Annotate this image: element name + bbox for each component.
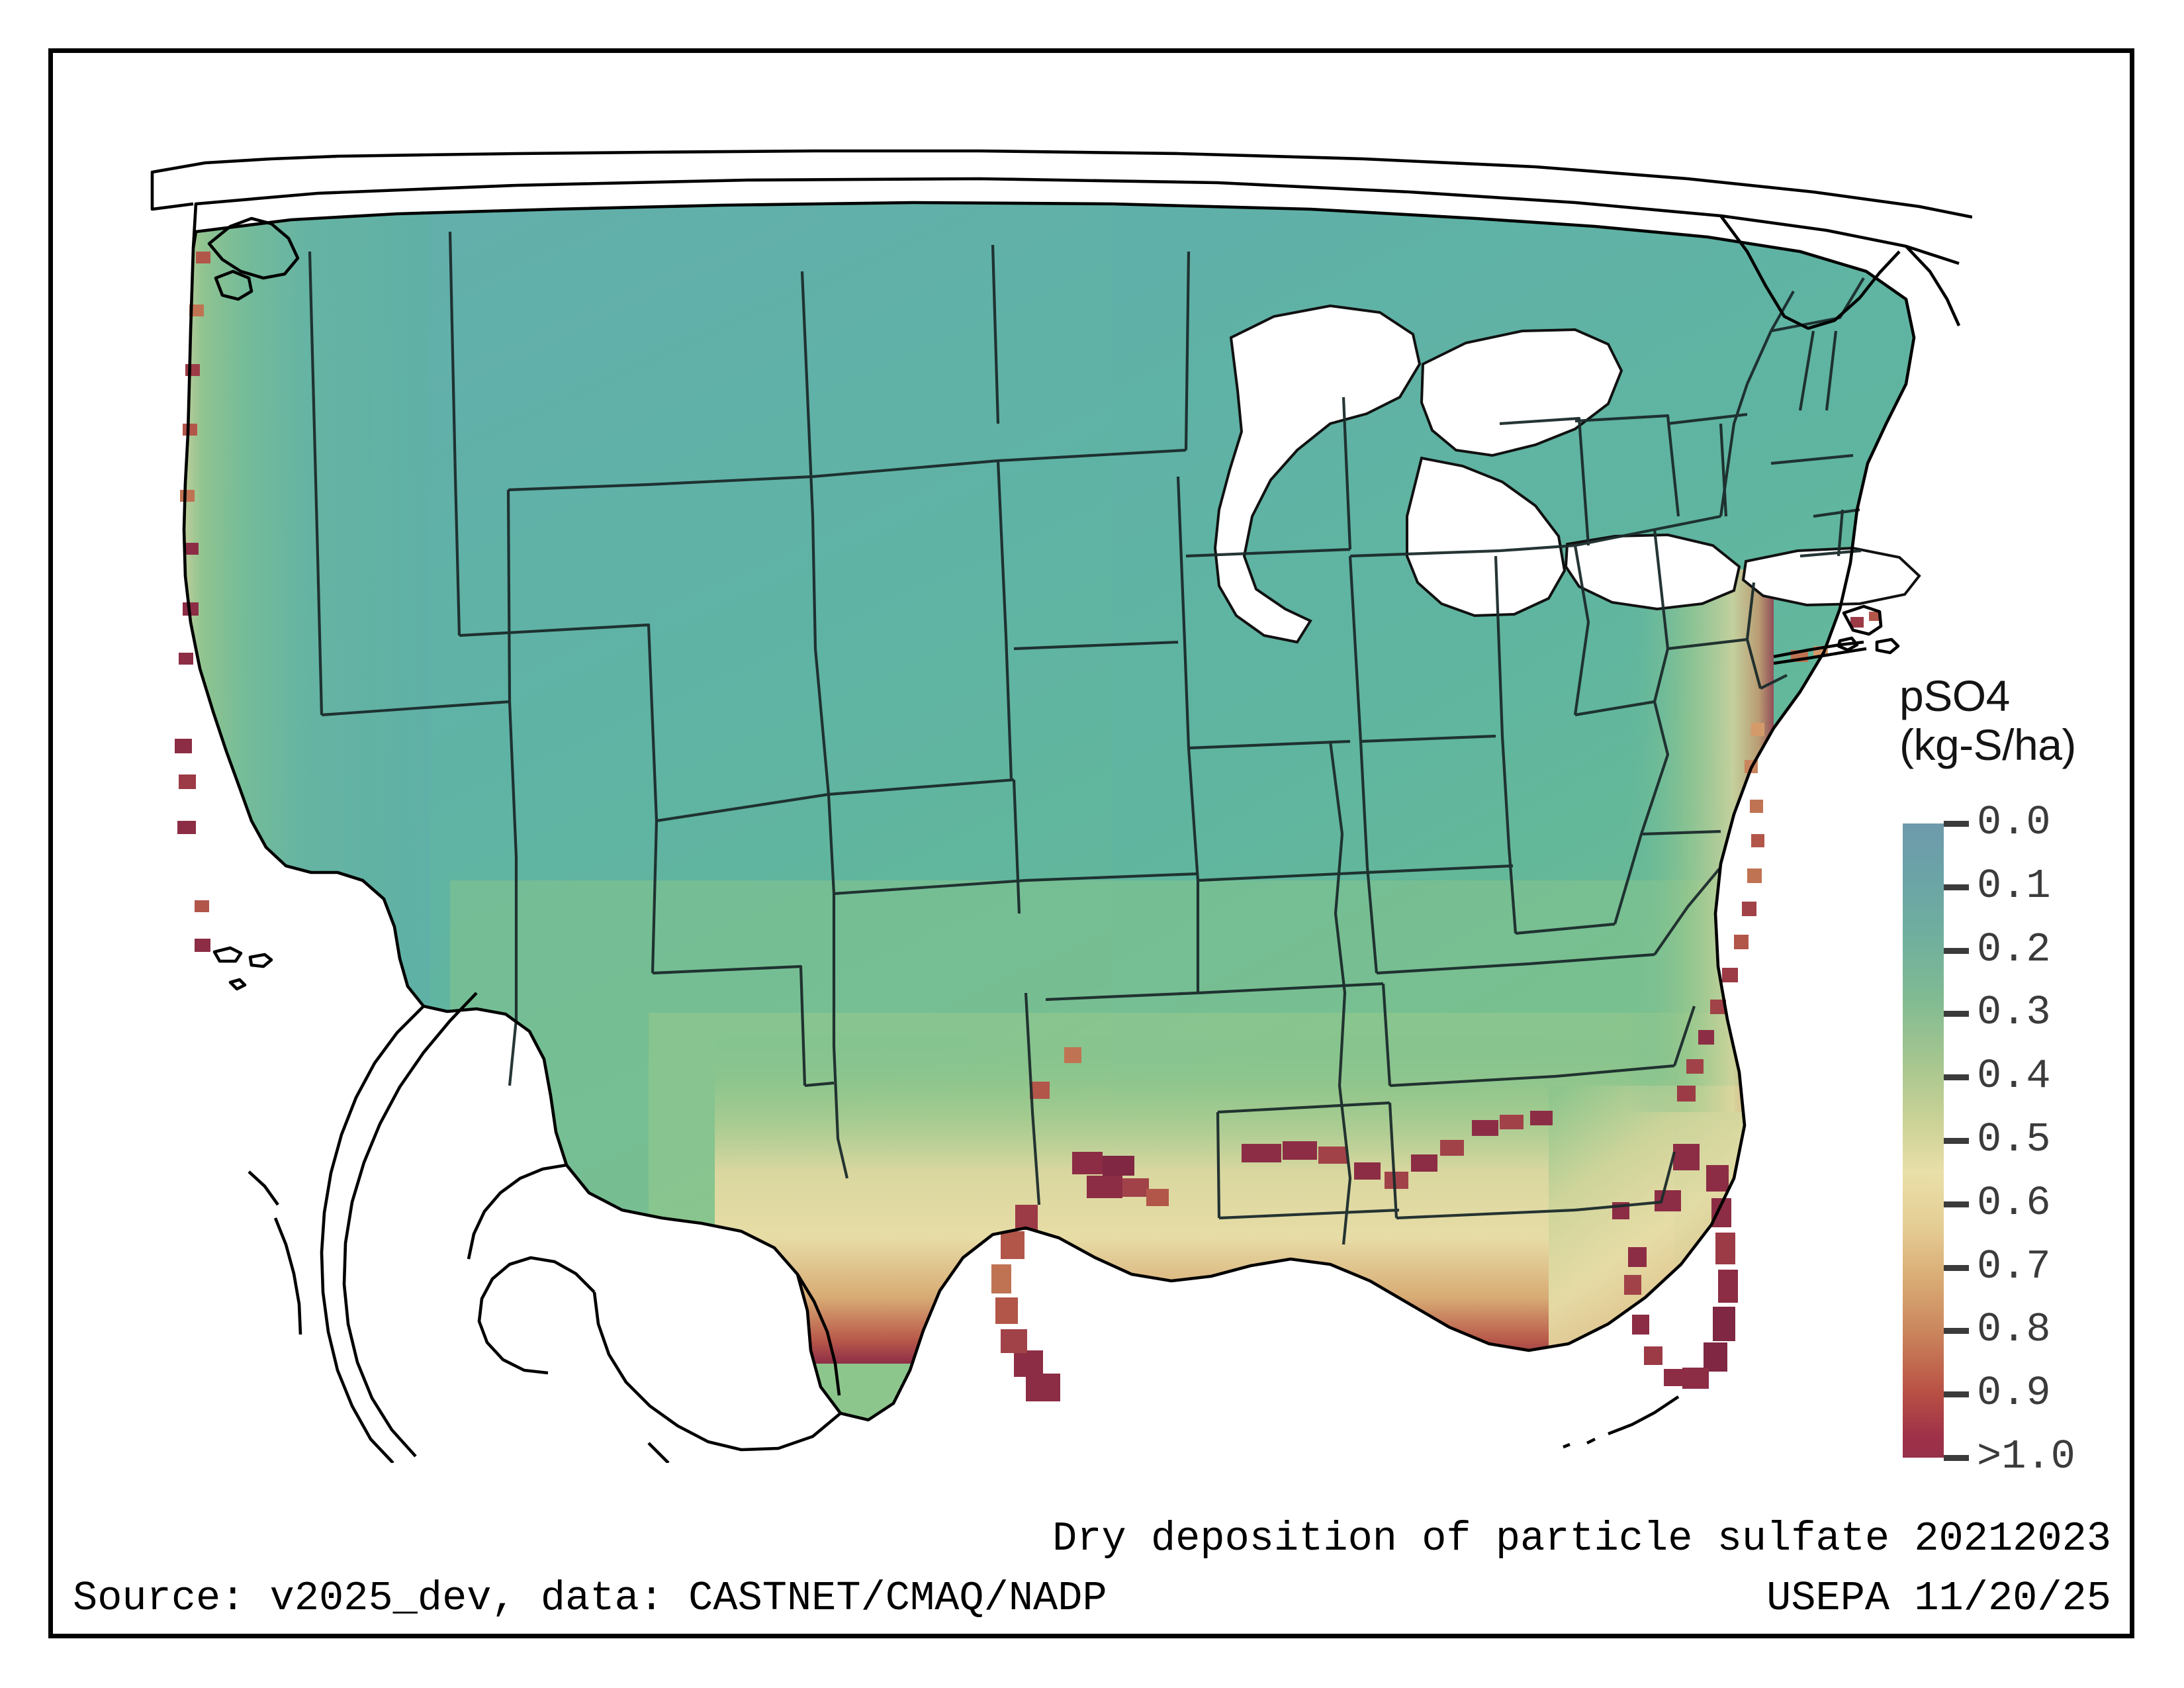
colorbar-tick-label-9: 0.9: [1977, 1370, 2051, 1417]
colorbar: 0.0 0.1 0.2 0.3 0.4 0.5 0.6 0.7 0.8 0.9 >1.0: [1903, 802, 2181, 1542]
coastal-hotspot-cells: [175, 252, 1881, 1401]
colorbar-tick-label-10: >1.0: [1977, 1433, 2075, 1480]
source-caption: Source: v2025_dev, data: CASTNET/CMAQ/NA…: [73, 1575, 1107, 1622]
great-lakes: [1213, 304, 1921, 644]
colorbar-tick-label-3: 0.3: [1977, 989, 2051, 1037]
colorbar-tick-4: [1944, 1074, 1969, 1081]
colorbar-tick-label-8: 0.8: [1977, 1306, 2051, 1354]
colorbar-tick-label-6: 0.6: [1977, 1179, 2051, 1227]
colorbar-tick-label-7: 0.7: [1977, 1243, 2051, 1290]
colorbar-tick-8: [1944, 1328, 1969, 1335]
figure-caption: Dry deposition of particle sulfate 20212…: [1052, 1515, 2111, 1562]
colorbar-tick-2: [1944, 947, 1969, 954]
colorbar-tick-label-5: 0.5: [1977, 1116, 2051, 1163]
colorbar-tick-label-4: 0.4: [1977, 1053, 2051, 1100]
colorbar-title: pSO4 (kg-S/ha): [1899, 671, 2177, 770]
colorbar-tick-label-2: 0.2: [1977, 925, 2051, 973]
colorbar-tick-1: [1944, 884, 1969, 890]
country-outlines: [150, 149, 1972, 1463]
colorbar-tick-3: [1944, 1011, 1969, 1017]
colorbar-tick-0: [1944, 821, 1969, 827]
map-panel: [53, 53, 1972, 1463]
conus-deposition-map: [53, 53, 1972, 1463]
colorbar-tick-10: [1944, 1455, 1969, 1461]
colorbar-title-line1: pSO4: [1899, 671, 2010, 720]
colorbar-tick-label-1: 0.1: [1977, 862, 2051, 910]
colorbar-title-line2: (kg-S/ha): [1899, 720, 2076, 769]
colorbar-tick-5: [1944, 1138, 1969, 1144]
agency-caption: USEPA 11/20/25: [1766, 1575, 2111, 1622]
colorbar-tick-9: [1944, 1391, 1969, 1398]
colorbar-gradient: [1903, 823, 1944, 1458]
colorbar-tick-7: [1944, 1264, 1969, 1271]
colorbar-tick-6: [1944, 1201, 1969, 1207]
figure-frame: pSO4 (kg-S/ha) 0.0 0.1 0.2 0.3 0.4 0.5 0.6 0.7 0…: [48, 48, 2134, 1638]
colorbar-tick-label-0: 0.0: [1977, 799, 2051, 846]
